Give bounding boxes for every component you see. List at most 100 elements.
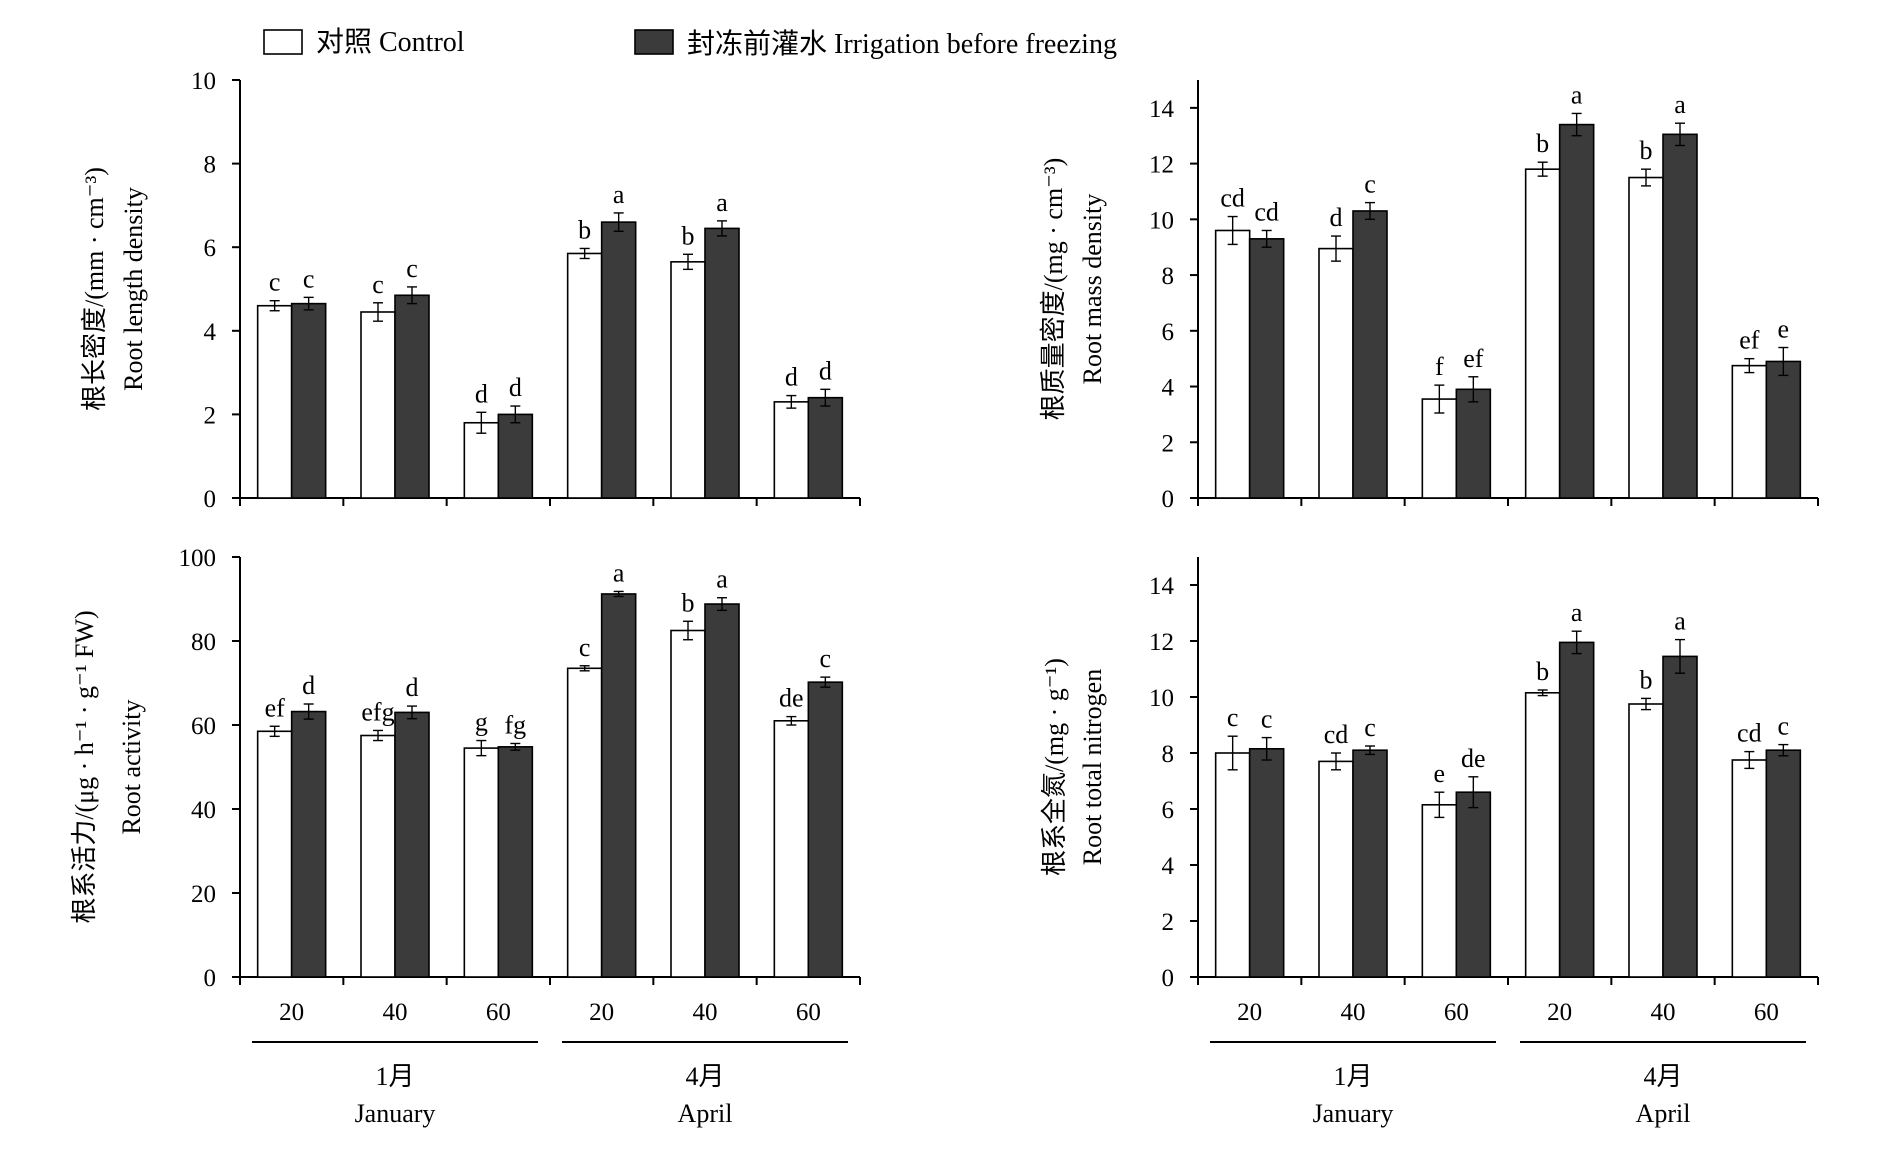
bar-control bbox=[360, 311, 396, 499]
y-tick-label: 6 bbox=[204, 235, 217, 262]
y-tick-label: 60 bbox=[191, 713, 216, 740]
x-tick-label: 60 bbox=[796, 999, 821, 1026]
x-tick-label: 60 bbox=[1754, 999, 1779, 1026]
y-tick-label: 20 bbox=[191, 881, 216, 908]
legend-swatch-control bbox=[263, 29, 303, 55]
bar-irrigation bbox=[1248, 238, 1285, 499]
y-axis-label-cn: 根系全氮/(mg · g⁻¹) bbox=[1040, 658, 1069, 876]
significance-label-control: ef bbox=[1739, 326, 1760, 355]
bar-control bbox=[773, 401, 810, 499]
bar-irrigation bbox=[600, 593, 637, 978]
bar-irrigation bbox=[290, 710, 327, 978]
x-tick-label: 60 bbox=[486, 999, 511, 1026]
significance-label-irrigation: c bbox=[820, 644, 832, 673]
y-axis-label-en: Root mass density bbox=[1078, 194, 1107, 385]
bar-irrigation bbox=[497, 746, 534, 978]
bar-control bbox=[1421, 803, 1458, 978]
group-label-cn: 1月 bbox=[1333, 1062, 1372, 1091]
bar-control bbox=[1318, 760, 1354, 978]
group-label-cn: 4月 bbox=[685, 1062, 724, 1091]
significance-label-control: c bbox=[579, 633, 591, 662]
legend: 对照 Control 封冻前灌水 Irrigation before freez… bbox=[263, 26, 1117, 60]
bar-irrigation bbox=[1455, 388, 1492, 499]
y-tick-label: 0 bbox=[204, 965, 217, 992]
bar-irrigation bbox=[1558, 123, 1595, 499]
significance-label-irrigation: de bbox=[1461, 744, 1486, 773]
significance-label-control: cd bbox=[1324, 720, 1349, 749]
bar-control bbox=[463, 421, 500, 499]
y-tick-label: 2 bbox=[1162, 909, 1175, 936]
significance-label-irrigation: e bbox=[1778, 315, 1790, 344]
bar-irrigation bbox=[1765, 749, 1802, 978]
bar-irrigation bbox=[807, 681, 844, 978]
x-tick-label: 40 bbox=[383, 999, 408, 1026]
x-tick-label: 20 bbox=[279, 999, 304, 1026]
significance-label-irrigation: d bbox=[819, 356, 832, 385]
y-tick-label: 2 bbox=[204, 402, 217, 429]
y-tick-label: 8 bbox=[204, 152, 217, 179]
y-axis-label-en: Root length density bbox=[119, 187, 148, 391]
bar-control bbox=[1628, 703, 1664, 978]
significance-label-irrigation: a bbox=[1674, 90, 1686, 119]
bar-irrigation bbox=[1352, 749, 1388, 978]
y-tick-label: 14 bbox=[1149, 96, 1175, 123]
y-tick-label: 0 bbox=[204, 486, 217, 513]
bar-irrigation bbox=[1558, 641, 1595, 978]
y-tick-label: 4 bbox=[204, 319, 217, 346]
y-tick-label: 8 bbox=[1162, 741, 1175, 768]
bar-irrigation bbox=[600, 221, 637, 499]
y-axis-label-en: Root total nitrogen bbox=[1078, 669, 1107, 865]
x-tick-label: 40 bbox=[693, 999, 718, 1026]
significance-label-irrigation: a bbox=[1571, 80, 1583, 109]
bar-control bbox=[1628, 176, 1664, 499]
bar-control bbox=[1421, 398, 1458, 499]
legend-swatch-irrigation bbox=[634, 29, 674, 55]
significance-label-control: e bbox=[1434, 759, 1446, 788]
y-axis-label-cn: 根质量密度/(mg · cm⁻³) bbox=[1039, 158, 1068, 421]
y-tick-label: 40 bbox=[191, 797, 216, 824]
bar-control bbox=[566, 252, 603, 499]
significance-label-irrigation: a bbox=[613, 558, 625, 587]
bar-control bbox=[1731, 364, 1768, 499]
group-label-en: January bbox=[355, 1099, 436, 1128]
y-tick-label: 80 bbox=[191, 629, 216, 656]
x-tick-label: 20 bbox=[1547, 999, 1572, 1026]
legend-label-control: 对照 Control bbox=[316, 26, 465, 58]
bar-irrigation bbox=[1662, 133, 1698, 499]
significance-label-irrigation: c bbox=[1364, 170, 1376, 199]
y-tick-label: 10 bbox=[1149, 207, 1174, 234]
significance-label-control: d bbox=[1330, 203, 1343, 232]
bar-control bbox=[1524, 691, 1561, 978]
y-axis-label-cn: 根系活力/(μg · h⁻¹ · g⁻¹ FW) bbox=[70, 610, 99, 923]
bar-irrigation bbox=[1352, 210, 1388, 499]
bar-control bbox=[566, 667, 603, 978]
bar-irrigation bbox=[1455, 791, 1492, 978]
significance-label-irrigation: c bbox=[1778, 712, 1790, 741]
y-tick-label: 6 bbox=[1162, 797, 1175, 824]
group-label-cn: 1月 bbox=[375, 1062, 414, 1091]
y-tick-label: 4 bbox=[1162, 853, 1175, 880]
bar-control bbox=[256, 730, 293, 978]
group-label-en: April bbox=[1636, 1099, 1691, 1128]
significance-label-irrigation: c bbox=[1364, 713, 1376, 742]
significance-label-irrigation: ef bbox=[1463, 344, 1484, 373]
significance-label-control: ef bbox=[265, 693, 286, 722]
group-label-en: January bbox=[1313, 1099, 1394, 1128]
bar-irrigation bbox=[394, 711, 430, 978]
significance-label-irrigation: d bbox=[302, 671, 315, 700]
significance-label-control: f bbox=[1435, 352, 1444, 381]
bar-control bbox=[670, 629, 706, 978]
bar-control bbox=[1214, 752, 1251, 978]
bar-irrigation bbox=[1765, 360, 1802, 499]
bar-irrigation bbox=[1662, 655, 1698, 978]
y-tick-label: 12 bbox=[1149, 629, 1174, 656]
significance-label-control: d bbox=[475, 379, 488, 408]
significance-label-control: d bbox=[785, 363, 798, 392]
bar-irrigation bbox=[394, 294, 430, 499]
bar-control bbox=[360, 734, 396, 978]
